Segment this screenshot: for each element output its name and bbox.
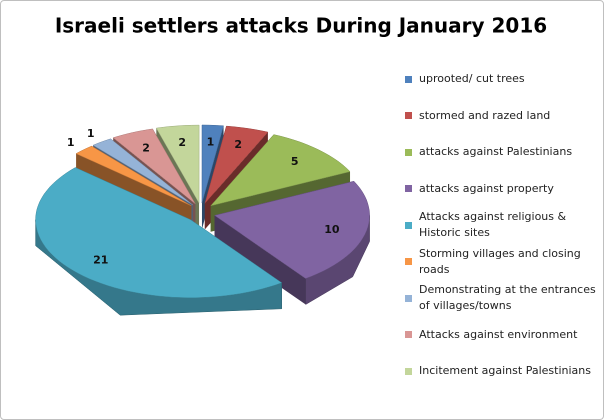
slice [112,128,196,205]
legend-label: attacks against property [419,181,554,195]
data-label: 1 [67,136,75,149]
data-label: 2 [234,138,242,151]
legend-swatch [405,221,412,229]
slice [210,134,351,207]
legend-swatch [405,331,412,338]
legend-label: Attacks against religious & Historic sit… [419,210,567,239]
chart-title: Israeli settlers attacks During January … [55,14,547,38]
slice [213,180,370,279]
data-label: 2 [142,141,150,154]
legend-item: attacks against Palestinians [405,134,601,170]
legend-swatch [405,185,412,192]
legend-label: Incitement against Palestinians [419,364,591,377]
legend-item: Storming villages and closing roads [405,244,601,280]
data-label: 1 [87,127,95,140]
slice-cut-face [214,215,306,305]
data-label: 2 [178,136,186,149]
legend-swatch [405,258,412,265]
legend-label: Storming villages and closing roads [419,246,581,276]
slice [201,124,224,204]
legend-swatch [405,367,412,375]
data-label: 10 [324,223,340,236]
slice [75,145,192,207]
legend-item: Incitement against Palestinians [405,353,601,389]
legend-item: Demonstrating at the entrances of villag… [405,280,601,316]
legend-label: Demonstrating at the entrances of villag… [419,283,596,312]
slice [155,124,200,205]
data-label: 5 [291,155,299,168]
legend-item: Attacks against environment [405,317,601,353]
legend-item: attacks against property [405,171,601,207]
legend-swatch [405,294,412,302]
legend-swatch [405,112,412,119]
legend-item: Attacks against religious & Historic sit… [405,207,601,243]
legend-label: attacks against Palestinians [419,145,573,158]
legend-swatch [405,148,412,156]
legend-label: Attacks against environment [419,327,578,341]
slice [92,138,193,206]
legend-label: uprooted/ cut trees [419,72,525,85]
legend-swatch [405,75,412,83]
slice [204,125,269,204]
legend-item: stormed and razed land [405,98,601,134]
legend-label: stormed and razed land [419,108,551,122]
data-label: 1 [207,135,215,148]
slice [35,167,283,298]
data-label: 21 [93,253,108,266]
legend-item: uprooted/ cut trees [405,61,601,97]
pie-tops [35,124,370,298]
